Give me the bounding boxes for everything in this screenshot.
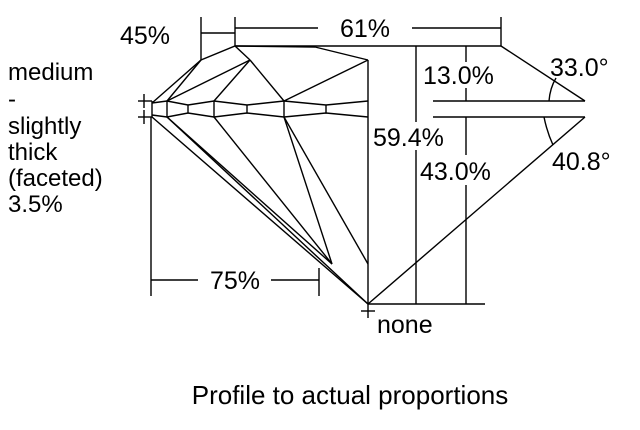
dimension-lines (138, 17, 557, 318)
girdle-label-line-3: slightly (8, 113, 81, 140)
star-length-label: 45% (120, 22, 170, 50)
pavilion-facets (151, 116, 369, 305)
girdle-label-line-4: thick (8, 139, 58, 166)
table-size-label: 61% (340, 15, 390, 43)
crown-facets (151, 45, 369, 104)
pavilion-angle-label: 40.8° (552, 148, 611, 176)
total-depth-label: 59.4% (373, 124, 444, 152)
caption: Profile to actual proportions (192, 380, 509, 410)
diamond-outline (235, 45, 586, 305)
girdle-label-line-5: (faceted) (8, 165, 103, 192)
girdle-label-line-2: - (8, 86, 16, 113)
crown-angle-label: 33.0° (550, 54, 609, 82)
pavilion-depth-label: 43.0% (420, 158, 491, 186)
girdle-label-line-6: 3.5% (8, 191, 63, 218)
lower-half-label: 75% (210, 267, 260, 295)
girdle-label-line-1: medium (8, 59, 93, 86)
girdle-facets (151, 100, 369, 118)
culet-label: none (377, 311, 433, 339)
crown-height-label: 13.0% (423, 62, 494, 90)
